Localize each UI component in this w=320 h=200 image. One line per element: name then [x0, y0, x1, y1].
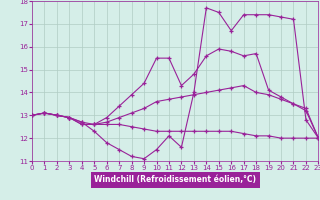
X-axis label: Windchill (Refroidissement éolien,°C): Windchill (Refroidissement éolien,°C) [94, 175, 256, 184]
